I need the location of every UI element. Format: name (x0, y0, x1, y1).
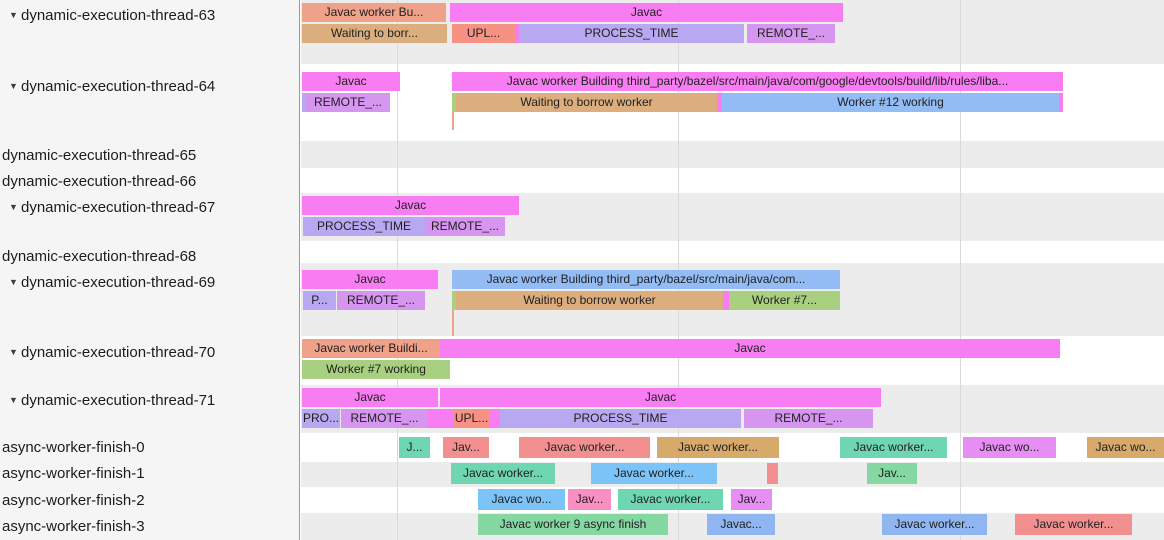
thread-row-dynamic-execution-thread-65[interactable]: dynamic-execution-thread-65 (0, 142, 298, 168)
trace-slice[interactable]: Javac (302, 72, 400, 91)
thread-name-label: dynamic-execution-thread-65 (2, 146, 197, 164)
trace-slice[interactable]: PRO... (302, 409, 340, 428)
thread-name-label: dynamic-execution-thread-71 (21, 391, 216, 409)
trace-slice[interactable]: REMOTE_... (744, 409, 873, 428)
collapse-triangle-icon[interactable]: ▼ (9, 81, 18, 91)
trace-slice[interactable]: REMOTE_... (341, 409, 428, 428)
trace-slice-fragment[interactable] (723, 291, 729, 310)
thread-row-dynamic-execution-thread-64[interactable]: ▼ dynamic-execution-thread-64 (0, 73, 298, 99)
trace-slice[interactable]: Javac worker... (840, 437, 947, 458)
trace-slice[interactable]: Worker #12 working (722, 93, 1059, 112)
trace-slice[interactable]: Worker #7 working (302, 360, 450, 379)
trace-slice-fragment[interactable] (515, 24, 519, 43)
thread-name-label: dynamic-execution-thread-67 (21, 198, 216, 216)
thread-name-label: dynamic-execution-thread-64 (21, 77, 216, 95)
thread-row-async-worker-finish-1[interactable]: async-worker-finish-1 (0, 460, 298, 486)
trace-slice[interactable]: Waiting to borrow worker (456, 291, 723, 310)
thread-name-label: async-worker-finish-2 (2, 491, 145, 509)
thread-row-async-worker-finish-0[interactable]: async-worker-finish-0 (0, 434, 298, 460)
trace-slice[interactable]: Waiting to borrow worker (456, 93, 717, 112)
trace-slice[interactable]: Javac wo... (1087, 437, 1164, 458)
trace-slice[interactable]: Javac wo... (478, 489, 565, 510)
collapse-triangle-icon[interactable]: ▼ (9, 202, 18, 212)
trace-slice[interactable]: Jav... (443, 437, 489, 458)
thread-name-label: dynamic-execution-thread-69 (21, 273, 216, 291)
thread-row-async-worker-finish-2[interactable]: async-worker-finish-2 (0, 487, 298, 513)
thread-name-label: dynamic-execution-thread-63 (21, 6, 216, 24)
trace-slice[interactable]: Javac (450, 3, 843, 22)
trace-slice[interactable]: UPL... (452, 24, 515, 43)
trace-slice[interactable]: Javac (440, 339, 1060, 358)
trace-slice[interactable]: Javac (440, 388, 881, 407)
thread-row-dynamic-execution-thread-69[interactable]: ▼ dynamic-execution-thread-69 (0, 269, 298, 295)
thread-list-sidebar: ▼ dynamic-execution-thread-63 ▼ dynamic-exe… (0, 0, 300, 540)
trace-slice[interactable]: UPL... (453, 409, 490, 428)
trace-slice[interactable]: Javac worker... (1015, 514, 1132, 535)
collapse-triangle-icon[interactable]: ▼ (9, 10, 18, 20)
trace-slice-fragment[interactable] (490, 409, 500, 428)
trace-slice[interactable]: Javac (302, 388, 438, 407)
trace-slice-fragment[interactable] (452, 310, 454, 336)
trace-slice[interactable]: REMOTE_... (337, 291, 425, 310)
trace-slice-fragment[interactable] (767, 463, 778, 484)
trace-slice[interactable]: REMOTE_... (747, 24, 835, 43)
thread-name-label: async-worker-finish-1 (2, 464, 145, 482)
trace-slice[interactable]: Javac worker... (618, 489, 723, 510)
trace-slice[interactable]: REMOTE_... (306, 93, 390, 112)
thread-row-dynamic-execution-thread-67[interactable]: ▼ dynamic-execution-thread-67 (0, 194, 298, 220)
trace-slice[interactable]: PROCESS_TIME (519, 24, 744, 43)
trace-slice[interactable]: Javac (302, 270, 438, 289)
trace-slice-fragment[interactable] (428, 409, 453, 428)
thread-row-dynamic-execution-thread-66[interactable]: dynamic-execution-thread-66 (0, 168, 298, 194)
trace-slice[interactable]: Javac worker Buildi... (302, 339, 440, 358)
thread-name-label: dynamic-execution-thread-70 (21, 343, 216, 361)
trace-slice[interactable]: P... (303, 291, 336, 310)
thread-name-label: async-worker-finish-0 (2, 438, 145, 456)
trace-slice-fragment[interactable] (1059, 93, 1063, 112)
trace-slice[interactable]: PROCESS_TIME (303, 217, 425, 236)
thread-row-dynamic-execution-thread-68[interactable]: dynamic-execution-thread-68 (0, 243, 298, 269)
trace-slice[interactable]: Worker #7... (729, 291, 840, 310)
trace-slice[interactable]: Javac worker Building third_party/bazel/… (452, 72, 1063, 91)
trace-slice-fragment[interactable] (452, 93, 456, 112)
row-background-band (301, 141, 1164, 168)
trace-slice[interactable]: Jav... (731, 489, 772, 510)
time-gridline (960, 0, 961, 540)
trace-slice-fragment[interactable] (452, 112, 454, 130)
timeline-canvas[interactable]: Javac worker Bu... Javac Waiting to borr..… (301, 0, 1164, 540)
thread-row-dynamic-execution-thread-70[interactable]: ▼ dynamic-execution-thread-70 (0, 339, 298, 365)
trace-slice[interactable]: Javac wo... (963, 437, 1056, 458)
trace-slice[interactable]: PROCESS_TIME (500, 409, 741, 428)
trace-slice[interactable]: Javac worker... (451, 463, 555, 484)
trace-slice[interactable]: Javac (302, 196, 519, 215)
thread-name-label: dynamic-execution-thread-66 (2, 172, 197, 190)
trace-slice[interactable]: Javac worker... (657, 437, 779, 458)
trace-slice-fragment[interactable] (717, 93, 722, 112)
trace-slice[interactable]: REMOTE_... (425, 217, 505, 236)
collapse-triangle-icon[interactable]: ▼ (9, 347, 18, 357)
trace-slice[interactable]: Waiting to borr... (302, 24, 447, 43)
trace-slice[interactable]: Javac worker... (519, 437, 650, 458)
thread-row-dynamic-execution-thread-63[interactable]: ▼ dynamic-execution-thread-63 (0, 2, 298, 28)
trace-slice[interactable]: Javac worker Building third_party/bazel/… (452, 270, 840, 289)
trace-slice[interactable]: Javac worker... (591, 463, 717, 484)
trace-slice[interactable]: Jav... (568, 489, 611, 510)
thread-row-dynamic-execution-thread-71[interactable]: ▼ dynamic-execution-thread-71 (0, 387, 298, 413)
trace-slice[interactable]: Javac worker Bu... (302, 3, 446, 22)
trace-slice[interactable]: Javac... (707, 514, 775, 535)
trace-slice-fragment[interactable] (452, 291, 456, 310)
thread-name-label: async-worker-finish-3 (2, 517, 145, 535)
collapse-triangle-icon[interactable]: ▼ (9, 395, 18, 405)
row-background-band (301, 462, 1164, 487)
trace-slice[interactable]: Javac worker 9 async finish (478, 514, 668, 535)
thread-name-label: dynamic-execution-thread-68 (2, 247, 197, 265)
trace-slice[interactable]: Jav... (867, 463, 917, 484)
collapse-triangle-icon[interactable]: ▼ (9, 277, 18, 287)
trace-slice[interactable]: J... (399, 437, 430, 458)
trace-slice[interactable]: Javac worker... (882, 514, 987, 535)
thread-row-async-worker-finish-3[interactable]: async-worker-finish-3 (0, 513, 298, 539)
trace-slice-fragment[interactable] (302, 93, 306, 112)
